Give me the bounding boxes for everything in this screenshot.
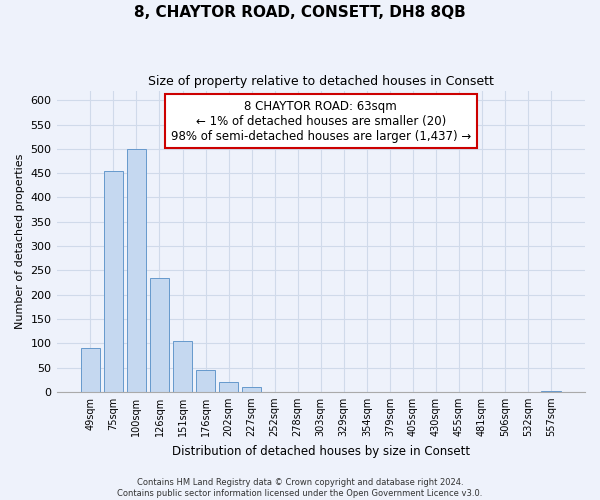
Bar (127, 149, 146, 392)
Bar (196, 370, 215, 392)
Bar (80, 348, 100, 392)
Bar (104, 170, 123, 392)
Bar (242, 387, 262, 392)
Bar (219, 382, 238, 392)
Text: 8 CHAYTOR ROAD: 63sqm
← 1% of detached houses are smaller (20)
98% of semi-detac: 8 CHAYTOR ROAD: 63sqm ← 1% of detached h… (170, 100, 471, 142)
Y-axis label: Number of detached properties: Number of detached properties (15, 154, 25, 329)
Bar (173, 341, 193, 392)
X-axis label: Distribution of detached houses by size in Consett: Distribution of detached houses by size … (172, 444, 470, 458)
Bar (149, 278, 169, 392)
Text: Contains HM Land Registry data © Crown copyright and database right 2024.
Contai: Contains HM Land Registry data © Crown c… (118, 478, 482, 498)
Text: 8, CHAYTOR ROAD, CONSETT, DH8 8QB: 8, CHAYTOR ROAD, CONSETT, DH8 8QB (134, 5, 466, 20)
Title: Size of property relative to detached houses in Consett: Size of property relative to detached ho… (148, 75, 494, 88)
Bar (541, 391, 561, 392)
